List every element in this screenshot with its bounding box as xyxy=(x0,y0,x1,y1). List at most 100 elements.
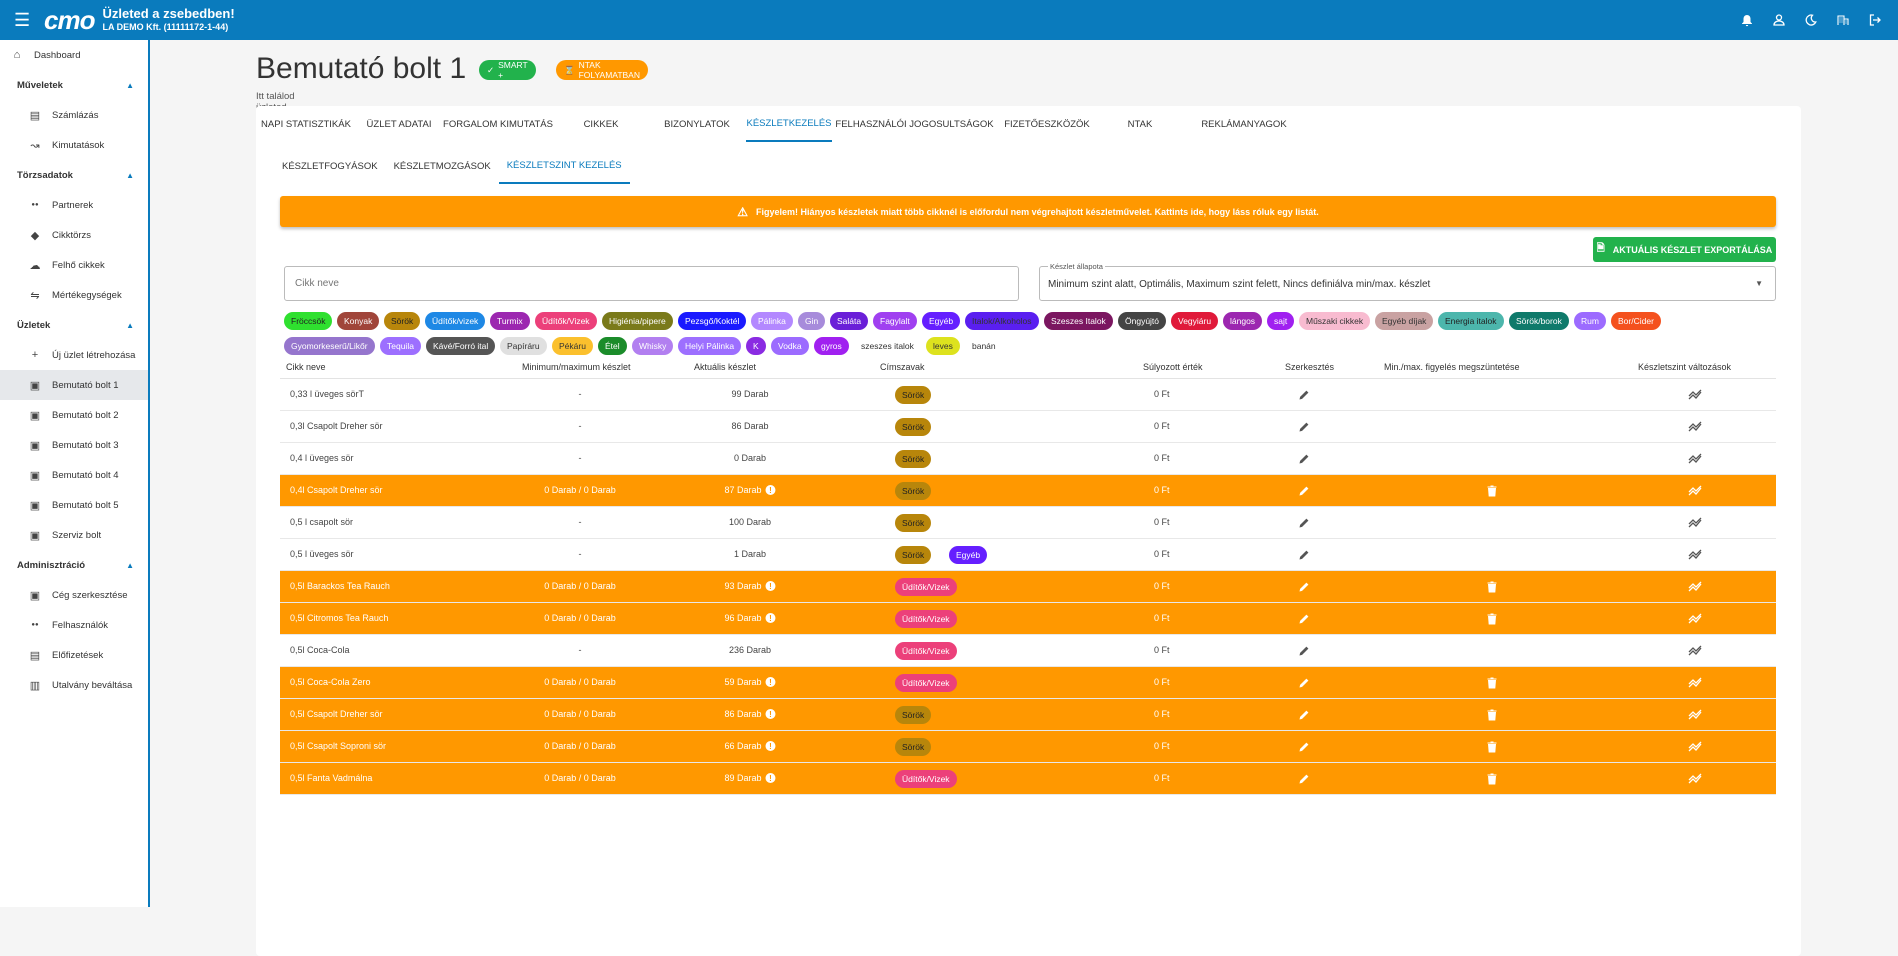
sidebar-item-1-2[interactable]: ☁ Felhő cikkek xyxy=(0,250,148,280)
table-row[interactable]: 0,5l Coca-Cola Zero 0 Darab / 0 Darab 59 D… xyxy=(280,667,1776,699)
sidebar-item-0-0[interactable]: ▤ Számlázás xyxy=(0,100,148,130)
category-chip[interactable]: Saláta xyxy=(830,312,869,330)
table-row[interactable]: 0,4 l üveges sör - 0 Darab Sörök 0 Ft xyxy=(280,443,1776,475)
tag-chip[interactable]: Sörök xyxy=(895,546,932,564)
category-chip[interactable]: Whisky xyxy=(632,337,674,355)
category-chip[interactable]: Gin xyxy=(798,312,826,330)
category-chip[interactable]: Tequila xyxy=(380,337,421,355)
category-chip[interactable]: Kávé/Forró ital xyxy=(426,337,496,355)
category-chip[interactable]: Étel xyxy=(598,337,627,355)
tag-chip[interactable]: Sörök xyxy=(895,706,932,724)
delete-icon[interactable] xyxy=(1484,611,1500,627)
table-row[interactable]: 0,5 l csapolt sör - 100 Darab Sörök 0 Ft xyxy=(280,507,1776,539)
tab-7[interactable]: FIZETŐESZKÖZÖK xyxy=(1004,118,1090,130)
stock-history-icon[interactable] xyxy=(1687,451,1703,467)
table-row[interactable]: 0,5l Fanta Vadmálna 0 Darab / 0 Darab 89 D… xyxy=(280,763,1776,795)
category-chip[interactable]: Pezsgő/Koktél xyxy=(678,312,747,330)
category-chip[interactable]: Energia italok xyxy=(1438,312,1504,330)
edit-icon[interactable] xyxy=(1296,643,1312,659)
edit-icon[interactable] xyxy=(1296,547,1312,563)
category-chip[interactable]: Turmix xyxy=(490,312,530,330)
tag-chip[interactable]: Egyéb xyxy=(949,546,988,564)
edit-icon[interactable] xyxy=(1296,611,1312,627)
category-chip[interactable]: K xyxy=(746,337,766,355)
sidebar-item-1-1[interactable]: ◆ Cikktörzs xyxy=(0,220,148,250)
bell-icon[interactable] xyxy=(1738,11,1756,29)
category-chip[interactable]: Üdítők/vizek xyxy=(425,312,486,330)
category-chip[interactable]: Pálinka xyxy=(751,312,793,330)
edit-icon[interactable] xyxy=(1296,771,1312,787)
building-icon[interactable] xyxy=(1834,11,1852,29)
sidebar-item-2-3[interactable]: ▣ Bemutató bolt 3 xyxy=(0,430,148,460)
category-chip[interactable]: Sörök xyxy=(384,312,421,330)
category-chip[interactable]: Fagylalt xyxy=(873,312,917,330)
sidebar-section-2[interactable]: Üzletek ▲ xyxy=(0,310,148,340)
edit-icon[interactable] xyxy=(1296,579,1312,595)
tag-chip[interactable]: Üdítők/Vizek xyxy=(895,578,957,596)
stock-history-icon[interactable] xyxy=(1687,579,1703,595)
tab-6[interactable]: FELHASZNÁLÓI JOGOSULTSÁGOK xyxy=(835,118,994,130)
category-chip[interactable]: lángos xyxy=(1223,312,1263,330)
sidebar-item-3-2[interactable]: ▤ Előfizetések xyxy=(0,640,148,670)
tab-5[interactable]: KÉSZLETKEZELÉS xyxy=(746,106,832,142)
sidebar-item-3-0[interactable]: ▣ Cég szerkesztése xyxy=(0,580,148,610)
chevron-up-icon[interactable]: ▲ xyxy=(126,80,134,90)
stock-history-icon[interactable] xyxy=(1687,707,1703,723)
edit-icon[interactable] xyxy=(1296,707,1312,723)
delete-icon[interactable] xyxy=(1484,675,1500,691)
category-chip[interactable]: Papíráru xyxy=(500,337,547,355)
category-chip[interactable]: Gyomorkeserű/Likőr xyxy=(284,337,375,355)
sidebar-item-2-2[interactable]: ▣ Bemutató bolt 2 xyxy=(0,400,148,430)
category-chip[interactable]: sajt xyxy=(1267,312,1295,330)
table-row[interactable]: 0,5l Citromos Tea Rauch 0 Darab / 0 Darab… xyxy=(280,603,1776,635)
category-chip[interactable]: Egyéb xyxy=(922,312,961,330)
sidebar-item-2-4[interactable]: ▣ Bemutató bolt 4 xyxy=(0,460,148,490)
edit-icon[interactable] xyxy=(1296,419,1312,435)
edit-icon[interactable] xyxy=(1296,387,1312,403)
table-row[interactable]: 0,5l Csapolt Soproni sör 0 Darab / 0 Dara… xyxy=(280,731,1776,763)
category-chip[interactable]: Sörök/borok xyxy=(1509,312,1569,330)
category-chip[interactable]: Rum xyxy=(1574,312,1606,330)
category-chip[interactable]: banán xyxy=(965,337,1003,355)
category-chip[interactable]: Műszaki cikkek xyxy=(1299,312,1371,330)
chevron-up-icon[interactable]: ▲ xyxy=(126,560,134,570)
delete-icon[interactable] xyxy=(1484,707,1500,723)
delete-icon[interactable] xyxy=(1484,579,1500,595)
stock-history-icon[interactable] xyxy=(1687,483,1703,499)
export-stock-button[interactable]: 🗎 AKTUÁLIS KÉSZLET EXPORTÁLÁSA xyxy=(1593,237,1776,262)
sidebar-item-2-6[interactable]: ▣ Szerviz bolt xyxy=(0,520,148,550)
subtab-0[interactable]: KÉSZLETFOGYÁSOK xyxy=(282,160,378,172)
category-chip[interactable]: Fröccsök xyxy=(284,312,333,330)
delete-icon[interactable] xyxy=(1484,483,1500,499)
edit-icon[interactable] xyxy=(1296,451,1312,467)
tag-chip[interactable]: Üdítők/Vizek xyxy=(895,770,957,788)
edit-icon[interactable] xyxy=(1296,483,1312,499)
category-chip[interactable]: Helyi Pálinka xyxy=(678,337,742,355)
table-row[interactable]: 0,5l Csapolt Dreher sör 0 Darab / 0 Darab… xyxy=(280,699,1776,731)
sidebar-item-2-0[interactable]: + Új üzlet létrehozása xyxy=(0,340,148,370)
category-chip[interactable]: Italok/Alkoholos xyxy=(965,312,1039,330)
category-chip[interactable]: leves xyxy=(926,337,960,355)
delete-icon[interactable] xyxy=(1484,739,1500,755)
menu-icon[interactable]: ☰ xyxy=(14,9,31,30)
stock-history-icon[interactable] xyxy=(1687,419,1703,435)
tag-chip[interactable]: Sörök xyxy=(895,738,932,756)
category-chip[interactable]: Szeszes Italok xyxy=(1044,312,1113,330)
tag-chip[interactable]: Sörök xyxy=(895,450,932,468)
sidebar-section-0[interactable]: Műveletek ▲ xyxy=(0,70,148,100)
stock-history-icon[interactable] xyxy=(1687,611,1703,627)
logo[interactable]: cmo xyxy=(44,5,95,35)
chevron-up-icon[interactable]: ▲ xyxy=(126,320,134,330)
edit-icon[interactable] xyxy=(1296,675,1312,691)
stock-history-icon[interactable] xyxy=(1687,771,1703,787)
moon-icon[interactable] xyxy=(1802,11,1820,29)
table-row[interactable]: 0,4l Csapolt Dreher sör 0 Darab / 0 Darab… xyxy=(280,475,1776,507)
sidebar-item-2-5[interactable]: ▣ Bemutató bolt 5 xyxy=(0,490,148,520)
sidebar-item-1-0[interactable]: ●● Partnerek xyxy=(0,190,148,220)
table-row[interactable]: 0,5l Barackos Tea Rauch 0 Darab / 0 Darab… xyxy=(280,571,1776,603)
stock-history-icon[interactable] xyxy=(1687,675,1703,691)
edit-icon[interactable] xyxy=(1296,515,1312,531)
tab-4[interactable]: BIZONYLATOK xyxy=(664,118,730,130)
sidebar-item-3-1[interactable]: ●● Felhasználók xyxy=(0,610,148,640)
chevron-up-icon[interactable]: ▲ xyxy=(126,170,134,180)
